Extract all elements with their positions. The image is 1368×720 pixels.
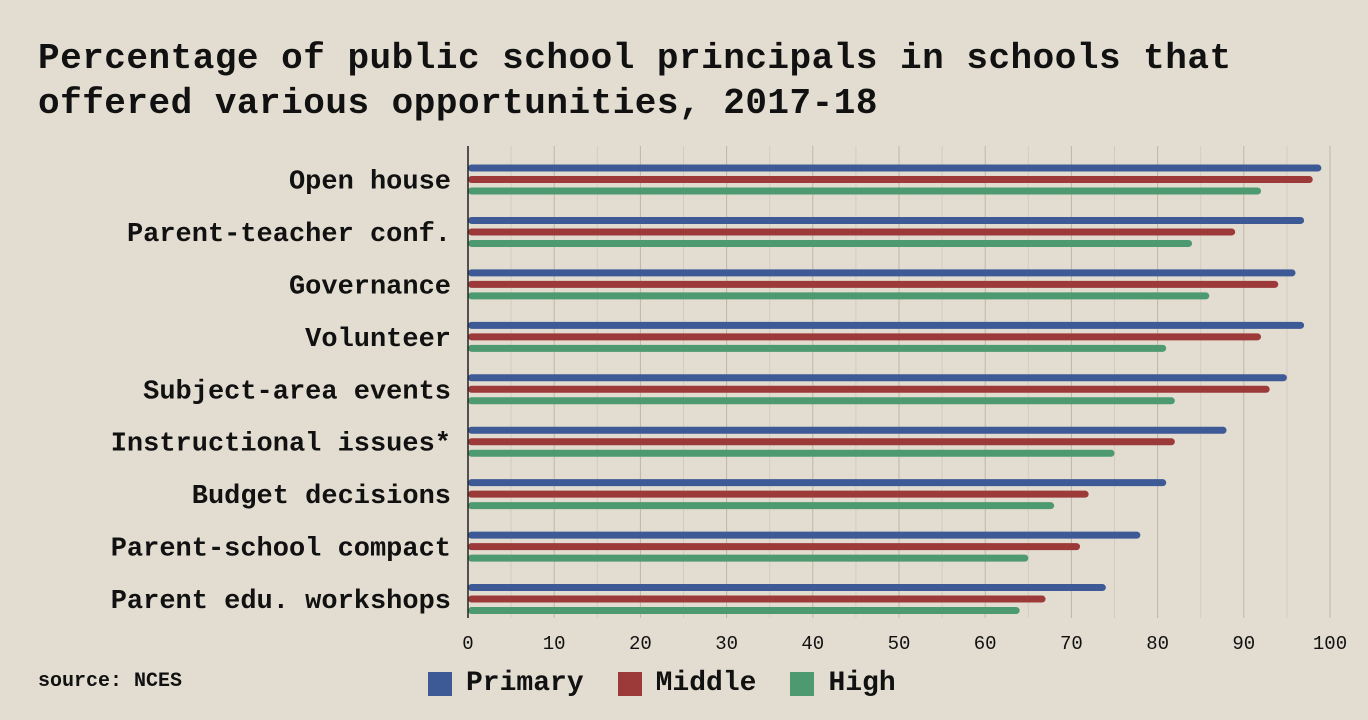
legend-label-primary: Primary xyxy=(466,668,584,699)
category-label: Open house xyxy=(289,168,451,198)
category-label: Parent-school compact xyxy=(111,535,451,565)
bar-middle xyxy=(468,385,1270,393)
category-label: Instructional issues* xyxy=(111,430,451,460)
bar-primary xyxy=(468,584,1106,592)
bar-high xyxy=(468,397,1175,405)
bar-high xyxy=(468,239,1193,247)
bar-middle xyxy=(468,280,1279,288)
bar-middle xyxy=(468,490,1089,498)
bars xyxy=(468,164,1322,615)
bar-primary xyxy=(468,531,1141,539)
category-label: Budget decisions xyxy=(192,482,451,512)
x-tick-label: 20 xyxy=(629,633,652,655)
x-tick-label: 80 xyxy=(1146,633,1169,655)
legend-label-middle: Middle xyxy=(655,668,757,699)
x-tick-label: 100 xyxy=(1313,633,1347,655)
bar-high xyxy=(468,607,1020,615)
legend-swatch-middle xyxy=(617,671,642,696)
bar-primary xyxy=(468,269,1296,277)
bar-primary xyxy=(468,321,1305,329)
category-label: Parent-teacher conf. xyxy=(127,220,451,250)
bar-middle xyxy=(468,543,1081,551)
x-tick-label: 60 xyxy=(974,633,997,655)
bar-middle xyxy=(468,333,1262,341)
legend-item-primary: Primary xyxy=(428,668,584,699)
bar-high xyxy=(468,554,1029,562)
legend-swatch-high xyxy=(790,671,815,696)
legend-label-high: High xyxy=(828,668,896,699)
bar-middle xyxy=(468,595,1046,603)
bar-primary xyxy=(468,374,1287,382)
bar-primary xyxy=(468,164,1322,172)
bar-primary xyxy=(468,216,1305,224)
source-note: source: NCES xyxy=(38,670,183,693)
category-labels: Open house Parent-teacher conf. Governance… xyxy=(111,168,451,618)
bar-high xyxy=(468,187,1262,195)
chart-title: Percentage of public school principals i… xyxy=(38,38,1232,124)
bar-high xyxy=(468,292,1210,300)
bar-high xyxy=(468,449,1115,457)
x-tick-label: 90 xyxy=(1232,633,1255,655)
bar-high xyxy=(468,344,1167,352)
category-label: Governance xyxy=(289,272,451,302)
x-tick-label: 40 xyxy=(801,633,824,655)
bar-high xyxy=(468,502,1055,510)
category-label: Parent edu. workshops xyxy=(111,587,451,617)
x-tick-label: 10 xyxy=(543,633,566,655)
legend-swatch-primary xyxy=(428,671,452,696)
category-label: Subject-area events xyxy=(143,377,451,407)
legend-item-middle: Middle xyxy=(617,668,757,699)
bar-middle xyxy=(468,176,1313,183)
x-tick-label: 30 xyxy=(715,633,738,655)
tick-labels: 0 10 20 30 40 50 60 70 80 90 100 xyxy=(462,633,1347,655)
grid-lines xyxy=(510,146,1331,618)
legend: Primary Middle High xyxy=(428,668,896,699)
x-tick-label: 70 xyxy=(1060,633,1083,655)
category-label: Volunteer xyxy=(305,325,451,355)
bar-middle xyxy=(468,438,1175,446)
legend-item-high: High xyxy=(790,668,896,699)
x-tick-label: 0 xyxy=(462,633,473,655)
bar-primary xyxy=(468,479,1167,487)
bar-middle xyxy=(468,228,1236,236)
bar-primary xyxy=(468,426,1227,434)
x-tick-label: 50 xyxy=(888,633,911,655)
